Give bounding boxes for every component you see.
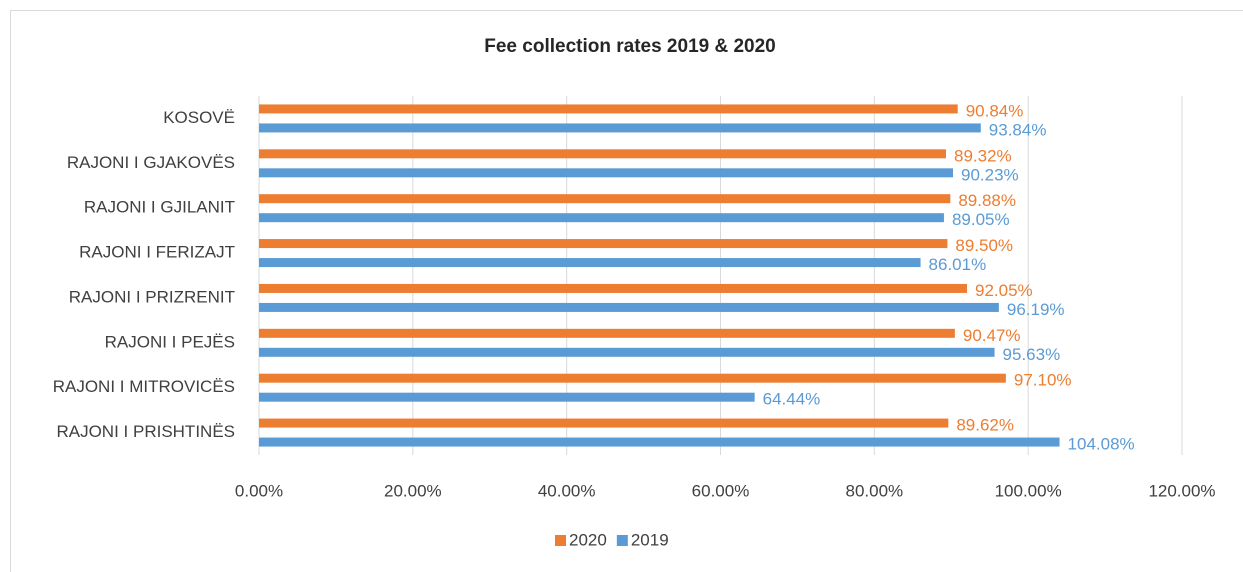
y-tick-label: RAJONI I PEJËS [105,332,235,351]
data-label: 104.08% [1068,435,1135,454]
x-tick-label: 60.00% [692,481,750,500]
bar [259,168,954,178]
chart-title: Fee collection rates 2019 & 2020 [484,36,776,57]
legend-swatch [616,535,628,546]
data-label: 90.84% [966,101,1024,120]
data-label: 89.88% [958,191,1016,210]
data-label: 95.63% [1003,345,1061,364]
y-tick-label: RAJONI I GJILANIT [84,198,235,217]
bar [259,373,1006,383]
y-tick-label: RAJONI I PRIZRENIT [69,287,235,306]
data-label: 89.05% [952,210,1010,229]
bar [259,194,951,204]
legend-label: 2019 [631,530,669,549]
x-tick-label: 20.00% [384,481,442,500]
x-tick-label: 80.00% [845,481,903,500]
data-label: 64.44% [763,390,821,409]
bar [259,258,921,268]
bar [259,418,949,428]
data-label: 96.19% [1007,300,1065,319]
y-tick-label: RAJONI I MITROVICËS [53,377,235,396]
legend-label: 2020 [569,530,607,549]
data-label: 86.01% [929,255,987,274]
bar [259,149,947,159]
x-tick-label: 120.00% [1148,481,1215,500]
bar [259,283,968,293]
data-label: 89.62% [956,416,1014,435]
legend-swatch [555,535,566,546]
data-label: 90.47% [963,326,1021,345]
data-label: 92.05% [975,281,1033,300]
data-label: 90.23% [961,165,1019,184]
bar [259,123,981,133]
bar [259,328,955,338]
bar [259,392,755,402]
y-tick-label: KOSOVË [163,108,235,127]
bar [259,239,948,249]
bar [259,347,995,357]
x-tick-label: 0.00% [235,481,283,500]
x-tick-label: 100.00% [995,481,1062,500]
y-tick-label: RAJONI I PRISHTINËS [56,422,235,441]
data-label: 97.10% [1014,371,1072,390]
bar [259,302,999,312]
y-tick-label: RAJONI I GJAKOVËS [67,153,235,172]
data-label: 89.32% [954,146,1012,165]
data-label: 93.84% [989,120,1047,139]
bar [259,104,958,114]
data-label: 89.50% [955,236,1013,255]
bar [259,437,1060,447]
y-tick-label: RAJONI I FERIZAJT [79,243,235,262]
x-tick-label: 40.00% [538,481,596,500]
bar [259,213,944,223]
